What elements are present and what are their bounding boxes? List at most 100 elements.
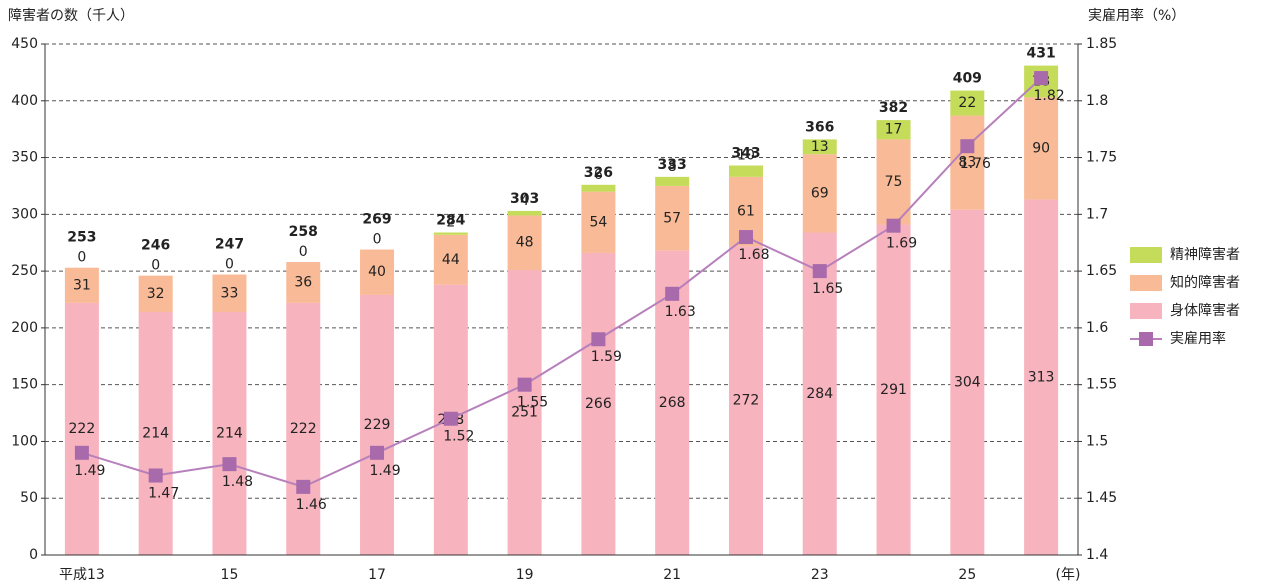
total-label: 247	[215, 237, 244, 253]
rate-marker	[370, 445, 385, 460]
total-label: 253	[67, 230, 96, 246]
data-label: 33	[221, 285, 239, 301]
y-tick-label: 350	[11, 150, 38, 166]
rate-marker	[1034, 71, 1049, 86]
legend-marker	[1139, 332, 1153, 346]
y2-tick-label: 1.65	[1086, 263, 1117, 279]
bar-segment	[655, 176, 690, 186]
total-label: 409	[953, 71, 982, 87]
bar-segment	[212, 311, 247, 555]
legend-label: 精神障害者	[1170, 247, 1240, 263]
y2-tick-label: 1.6	[1086, 320, 1108, 336]
rate-marker	[443, 411, 458, 426]
y2-axis-title: 実雇用率（%）	[1088, 7, 1185, 24]
data-label: 222	[290, 421, 317, 437]
bar-segment	[1024, 199, 1059, 555]
data-label: 0	[151, 258, 160, 274]
y2-tick-label: 1.75	[1086, 150, 1117, 166]
rate-label: 1.69	[886, 236, 917, 252]
data-label: 284	[806, 386, 833, 402]
total-label: 326	[584, 165, 613, 181]
legend-swatch	[1130, 247, 1162, 263]
data-label: 268	[659, 395, 686, 411]
rate-marker	[738, 230, 753, 245]
bar-segment	[507, 210, 542, 216]
x-tick-label: 19	[516, 567, 534, 583]
total-label: 343	[731, 146, 760, 162]
total-label: 333	[658, 157, 687, 173]
bar-segment	[1024, 97, 1059, 200]
bar-segment	[581, 184, 616, 192]
bar-segment	[507, 269, 542, 555]
data-label: 0	[225, 257, 234, 273]
data-label: 31	[73, 277, 91, 293]
bar-segment	[581, 191, 616, 253]
rate-label: 1.59	[591, 349, 622, 365]
data-label: 48	[516, 235, 534, 251]
legend-label: 実雇用率	[1170, 330, 1226, 347]
data-label: 8	[668, 159, 677, 175]
data-label: 266	[585, 396, 612, 412]
rate-marker	[665, 286, 680, 301]
data-label: 10	[737, 148, 755, 164]
total-label: 303	[510, 191, 539, 207]
rate-label: 1.63	[665, 304, 696, 320]
y2-tick-label: 1.8	[1086, 93, 1108, 109]
bar-segment	[286, 302, 321, 555]
x-tick-label: 平成13	[59, 567, 105, 583]
x-tick-label: 17	[368, 567, 386, 583]
y-tick-label: 100	[11, 433, 38, 449]
bar-segment	[138, 311, 173, 555]
legend-label: 知的障害者	[1170, 274, 1240, 291]
rate-label: 1.46	[296, 497, 327, 513]
data-label: 313	[1028, 369, 1055, 385]
y2-tick-label: 1.4	[1086, 547, 1108, 563]
data-label: 32	[147, 286, 165, 302]
bar-segment	[360, 249, 395, 295]
y-tick-label: 250	[11, 263, 38, 279]
legend-swatch	[1130, 303, 1162, 319]
rate-marker	[960, 139, 975, 154]
rate-marker	[222, 457, 237, 472]
bar-segment	[950, 90, 985, 116]
bar-segment	[876, 224, 911, 555]
data-label: 0	[299, 244, 308, 260]
rate-label: 1.47	[148, 486, 179, 502]
total-label: 382	[879, 100, 908, 116]
data-label: 61	[737, 203, 755, 219]
rate-marker	[517, 377, 532, 392]
rate-marker	[886, 218, 901, 233]
rate-label: 1.48	[222, 474, 253, 490]
bar-segment	[138, 275, 173, 312]
data-label: 75	[885, 174, 903, 190]
rate-marker	[591, 332, 606, 347]
bar-segment	[950, 115, 985, 210]
data-label: 304	[954, 374, 981, 390]
x-tick-label: 15	[221, 567, 239, 583]
y-tick-label: 400	[11, 93, 38, 109]
rate-marker	[148, 468, 163, 483]
data-label: 272	[733, 393, 760, 409]
rate-marker	[296, 479, 311, 494]
bar-segment	[581, 252, 616, 556]
rate-label: 1.52	[443, 429, 474, 445]
y-axis-title: 障害者の数（千人）	[8, 8, 134, 24]
bar-segment	[802, 154, 837, 233]
data-label: 90	[1032, 140, 1050, 156]
data-label: 0	[77, 250, 86, 266]
y-tick-label: 0	[29, 547, 38, 563]
bar-segment	[728, 165, 763, 177]
rate-label: 1.49	[74, 463, 105, 479]
data-label: 13	[811, 139, 829, 155]
y-tick-label: 450	[11, 36, 38, 52]
rate-label: 1.49	[369, 463, 400, 479]
total-label: 284	[436, 213, 465, 229]
total-label: 258	[289, 224, 318, 240]
x-axis-title: (年)	[1056, 567, 1081, 583]
total-label: 431	[1026, 46, 1055, 62]
data-label: 36	[294, 274, 312, 290]
y2-tick-label: 1.7	[1086, 206, 1108, 222]
rate-label: 1.65	[812, 281, 843, 297]
data-label: 83	[958, 155, 976, 171]
data-label: 291	[880, 382, 907, 398]
